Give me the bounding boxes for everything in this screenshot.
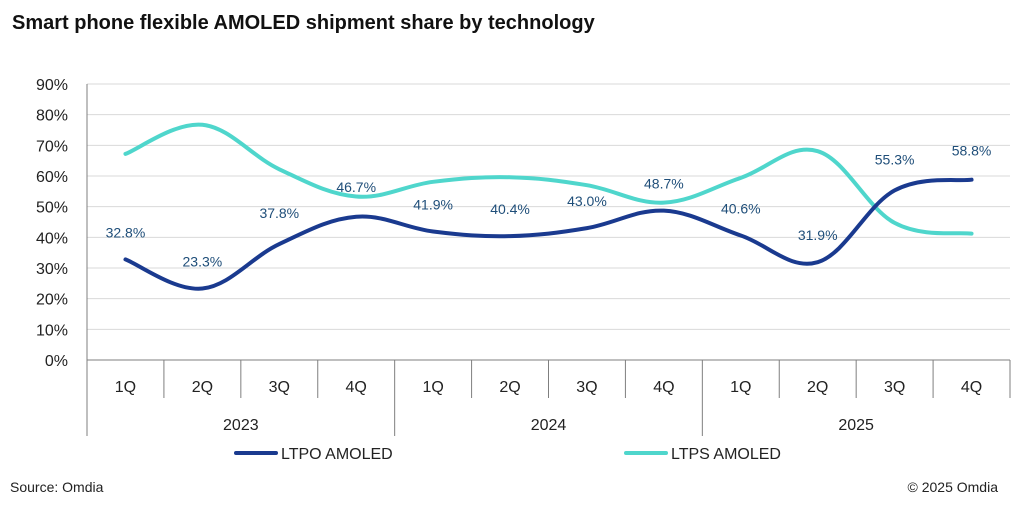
x-tick-label: 3Q [269, 379, 290, 396]
gridlines [87, 83, 1010, 330]
legend: LTPO AMOLED LTPS AMOLED [234, 446, 781, 463]
data-label: 46.7% [336, 179, 376, 195]
legend-item-ltpo: LTPO AMOLED [234, 446, 393, 463]
data-labels: 32.8% 23.3% 37.8% 46.7% 41.9% 40.4% 43.0% 48.7%… [106, 143, 992, 270]
data-label: 55.3% [875, 151, 915, 167]
x-tick-label: 1Q [422, 379, 443, 396]
chart-title: Smart phone flexible AMOLED shipment sha… [12, 12, 595, 34]
data-label: 23.3% [183, 254, 223, 270]
data-label: 31.9% [798, 227, 838, 243]
series-lines [123, 122, 974, 291]
x-tick-label: 4Q [961, 379, 982, 396]
data-label: 48.7% [644, 176, 684, 192]
data-label: 37.8% [259, 205, 299, 221]
y-tick-label: 20% [36, 292, 68, 309]
y-tick-label: 70% [36, 138, 68, 155]
axes: 90% 80% 70% 60% 50% 40% 30% 20% 10% 0% 1Q 2Q 3Q 4Q 1Q 2… [36, 77, 1011, 436]
copyright-note: © 2025 Omdia [907, 479, 998, 495]
legend-item-ltps: LTPS AMOLED [624, 446, 781, 463]
y-tick-label: 80% [36, 108, 68, 125]
year-group-label: 2025 [838, 417, 874, 434]
year-group-label: 2023 [223, 417, 259, 434]
year-group-label: 2024 [531, 417, 567, 434]
data-label: 43.0% [567, 193, 607, 209]
data-label: 41.9% [413, 197, 453, 213]
x-tick-label: 4Q [346, 379, 367, 396]
data-label: 58.8% [952, 143, 992, 159]
x-tick-label: 1Q [730, 379, 751, 396]
legend-label: LTPS AMOLED [671, 446, 781, 463]
y-tick-label: 0% [45, 353, 68, 370]
source-note: Source: Omdia [10, 479, 104, 495]
y-tick-label: 10% [36, 322, 68, 339]
ltps-amoled-line [123, 122, 974, 236]
y-tick-label: 90% [36, 77, 68, 94]
y-tick-label: 60% [36, 169, 68, 186]
x-tick-label: 1Q [115, 379, 136, 396]
x-tick-label: 2Q [807, 379, 828, 396]
legend-label: LTPO AMOLED [281, 446, 393, 463]
x-tick-label: 4Q [653, 379, 674, 396]
data-label: 40.4% [490, 201, 530, 217]
data-label: 32.8% [106, 224, 146, 240]
ltpo-amoled-line [123, 177, 974, 291]
data-label: 40.6% [721, 200, 761, 216]
x-tick-label: 2Q [192, 379, 213, 396]
y-tick-label: 40% [36, 230, 68, 247]
x-tick-label: 2Q [499, 379, 520, 396]
x-tick-label: 3Q [884, 379, 905, 396]
y-tick-label: 30% [36, 261, 68, 278]
y-tick-label: 50% [36, 200, 68, 217]
x-tick-label: 3Q [576, 379, 597, 396]
